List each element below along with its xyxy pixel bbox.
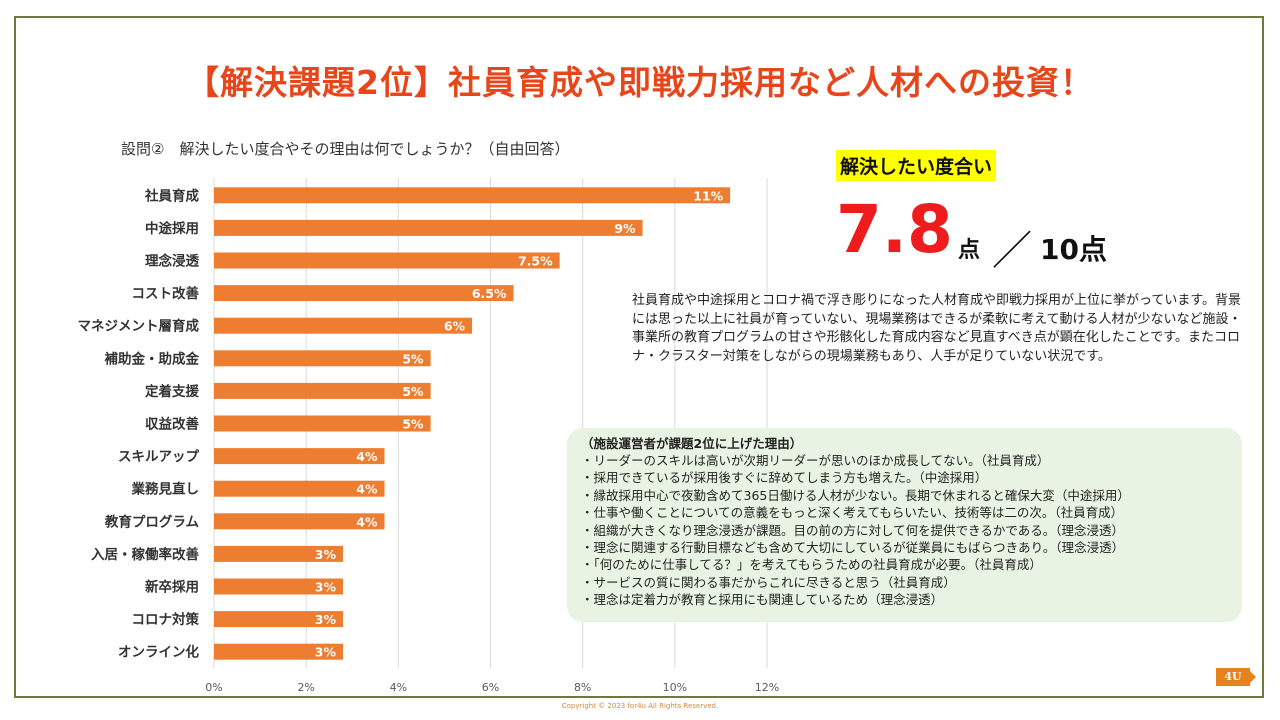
bar (214, 545, 344, 562)
copyright: Copyright © 2023 for4u All Rights Reserv… (561, 702, 719, 710)
data-label: 7.5% (518, 254, 553, 269)
data-label: 4% (356, 449, 378, 464)
bar (214, 513, 385, 530)
data-label: 9% (614, 221, 636, 236)
category-label: 社員育成 (144, 187, 199, 204)
logo-tab (1250, 671, 1256, 683)
category-label: 中途採用 (145, 220, 199, 237)
score-label: 解決したい度合い (836, 150, 997, 181)
reason-item: ・「何のために仕事してる？」を考えてもらうための社員育成が必要。（社員育成） (581, 557, 1042, 573)
slide-frame (14, 16, 1264, 698)
bar (214, 643, 344, 660)
category-label: 教育プログラム (105, 513, 199, 530)
bar (214, 611, 344, 628)
category-label: 理念浸透 (145, 253, 199, 270)
data-label: 5% (402, 417, 424, 432)
category-label: コロナ対策 (132, 611, 200, 628)
bar (214, 350, 431, 367)
score-slash: ／ (992, 228, 1032, 274)
data-label: 5% (402, 351, 424, 366)
data-label: 11% (693, 188, 723, 203)
category-label: マネジメント層育成 (78, 318, 200, 335)
x-tick-label: 0% (205, 681, 222, 694)
page-title: 【解決課題2位】社員育成や即戦力採用など人材への投資！ (186, 63, 1094, 102)
data-label: 3% (315, 645, 337, 660)
bar (214, 578, 344, 595)
bar (214, 252, 560, 269)
bar (214, 285, 514, 302)
category-label: 新卒採用 (145, 579, 199, 596)
category-label: コスト改善 (132, 285, 200, 302)
bar (214, 448, 385, 465)
bar (214, 317, 473, 334)
bar (214, 187, 731, 204)
data-label: 5% (402, 384, 424, 399)
category-label: オンライン化 (118, 644, 199, 661)
data-label: 6.5% (472, 286, 507, 301)
bar (214, 219, 643, 236)
category-label: 入居・稼働率改善 (91, 546, 199, 563)
reasons-title: （施設運営者が課題2位に上げた理由） (581, 436, 803, 451)
score-value: 7.8 (836, 191, 953, 268)
category-label: 収益改善 (145, 416, 199, 433)
data-label: 4% (356, 514, 378, 529)
bar (214, 480, 385, 497)
x-tick-label: 12% (755, 681, 779, 694)
x-tick-label: 4% (390, 681, 407, 694)
reason-item: ・リーダーのスキルは高いが次期リーダーが思いのほか成長してない。（社員育成） (581, 453, 1050, 468)
category-label: 補助金・助成金 (104, 350, 200, 367)
category-label: 業務見直し (131, 481, 200, 498)
reason-item: ・縁故採用中心で夜勤含めて365日働ける人材が少ない。長期で休まれると確保大変（… (581, 487, 1130, 503)
data-label: 3% (315, 547, 337, 562)
data-label: 3% (315, 612, 337, 627)
reason-item: ・理念に関連する行動目標なども含めて大切にしているが従業員にもばらつきあり。（理… (581, 540, 1125, 556)
bar (214, 415, 431, 432)
bar (214, 382, 431, 399)
survey-question: 設問② 解決したい度合やその理由は何でしょうか？（自由回答） (121, 140, 570, 158)
data-label: 6% (444, 319, 466, 334)
category-label: スキルアップ (118, 449, 199, 465)
reason-item: ・採用できているが採用後すぐに辞めてしまう方も増えた。（中途採用） (581, 470, 988, 486)
score-max: 10点 (1040, 233, 1107, 266)
data-label: 3% (315, 580, 337, 595)
reasons-box: （施設運営者が課題2位に上げた理由） ・リーダーのスキルは高いが次期リーダーが思… (567, 428, 1242, 622)
x-tick-label: 10% (663, 681, 687, 694)
reason-item: ・仕事や働くことについての意義をもっと深く考えてもらいたい、技術等は二の次。（社… (581, 505, 1124, 521)
x-tick-label: 6% (482, 681, 499, 694)
reason-item: ・理念は定着力が教育と採用にも関連しているため（理念浸透） (581, 592, 944, 608)
score-unit: 点 (958, 238, 981, 263)
category-label: 定着支援 (145, 383, 199, 400)
data-label: 4% (356, 482, 378, 497)
logo-badge: 4U (1216, 668, 1250, 686)
reason-item: ・サービスの質に関わる事だからこれに尽きると思う（社員育成） (581, 574, 956, 590)
summary-text: 社員育成や中途採用とコロナ禍で浮き彫りになった人材育成や即戦力採用が上位に挙がっ… (632, 293, 1242, 364)
x-tick-label: 8% (574, 681, 591, 694)
reason-item: ・組織が大きくなり理念浸透が課題。目の前の方に対して何を提供できるかである。（理… (581, 522, 1125, 538)
x-tick-label: 2% (297, 681, 314, 694)
reasons-list: ・リーダーのスキルは高いが次期リーダーが思いのほか成長してない。（社員育成） ・… (581, 452, 1242, 609)
